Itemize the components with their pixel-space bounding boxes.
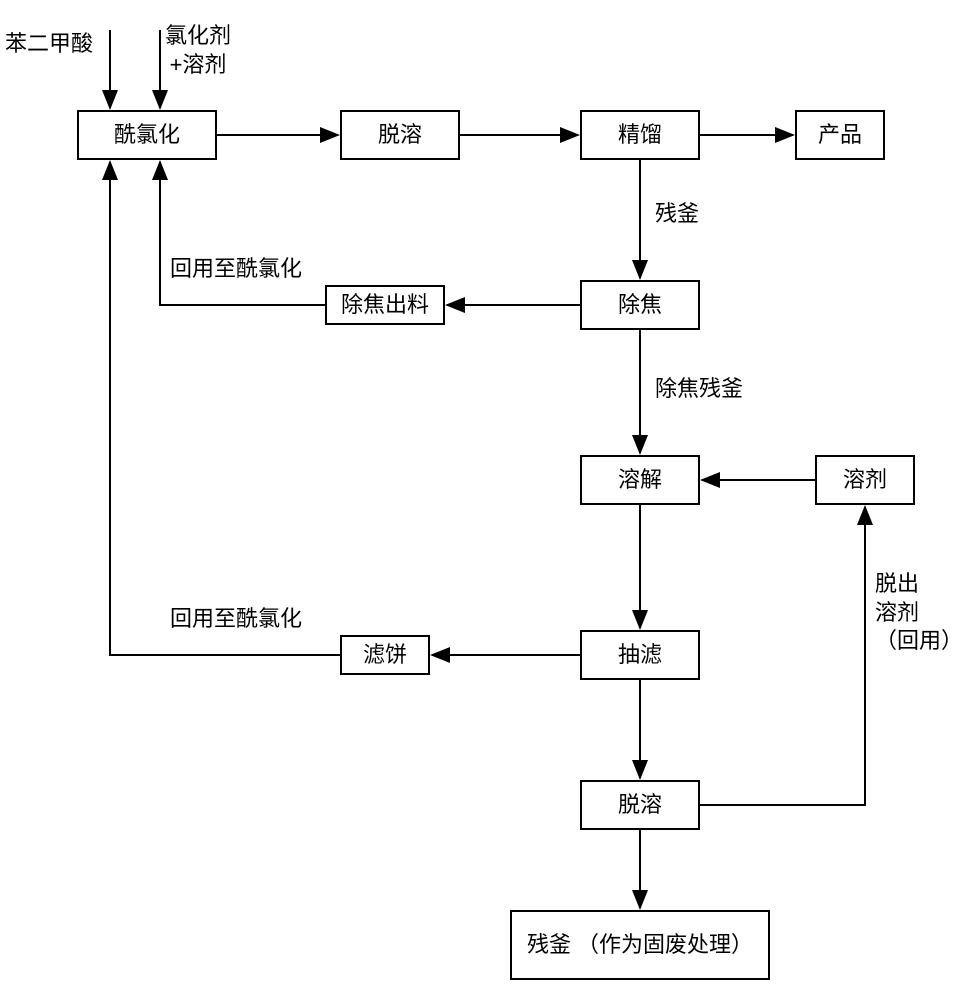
node-desolvation-2: 脱溶 xyxy=(580,780,700,830)
label-recycle-2: 回用至酰氯化 xyxy=(170,605,302,634)
node-decoking: 除焦 xyxy=(580,280,700,330)
node-product: 产品 xyxy=(795,110,885,160)
label-recycle-1: 回用至酰氯化 xyxy=(170,255,302,284)
node-desolvation-1: 脱溶 xyxy=(340,110,460,160)
node-solvent: 溶剂 xyxy=(815,455,915,505)
label-decoke-residue: 除焦残釜 xyxy=(655,375,743,404)
input-phthalic-acid: 苯二甲酸 xyxy=(5,30,93,59)
node-acyl-chlorination: 酰氯化 xyxy=(77,110,217,160)
flowchart-canvas: 苯二甲酸 氯化剂 +溶剂 酰氯化 脱溶 精馏 产品 除焦 除焦出料 溶解 溶剂 … xyxy=(0,0,966,1000)
node-rectification: 精馏 xyxy=(580,110,700,160)
node-dissolve: 溶解 xyxy=(580,455,700,505)
node-filter-cake: 滤饼 xyxy=(340,635,430,675)
node-residue: 残釜 （作为固废处理） xyxy=(510,910,770,980)
input-chlorinating-agent: 氯化剂 +溶剂 xyxy=(165,22,231,79)
node-decoking-discharge: 除焦出料 xyxy=(325,285,445,325)
node-filter: 抽滤 xyxy=(580,630,700,680)
label-residue-kettle: 残釜 xyxy=(655,200,699,229)
label-recycle-solvent: 脱出 溶剂 （回用） xyxy=(875,570,963,656)
